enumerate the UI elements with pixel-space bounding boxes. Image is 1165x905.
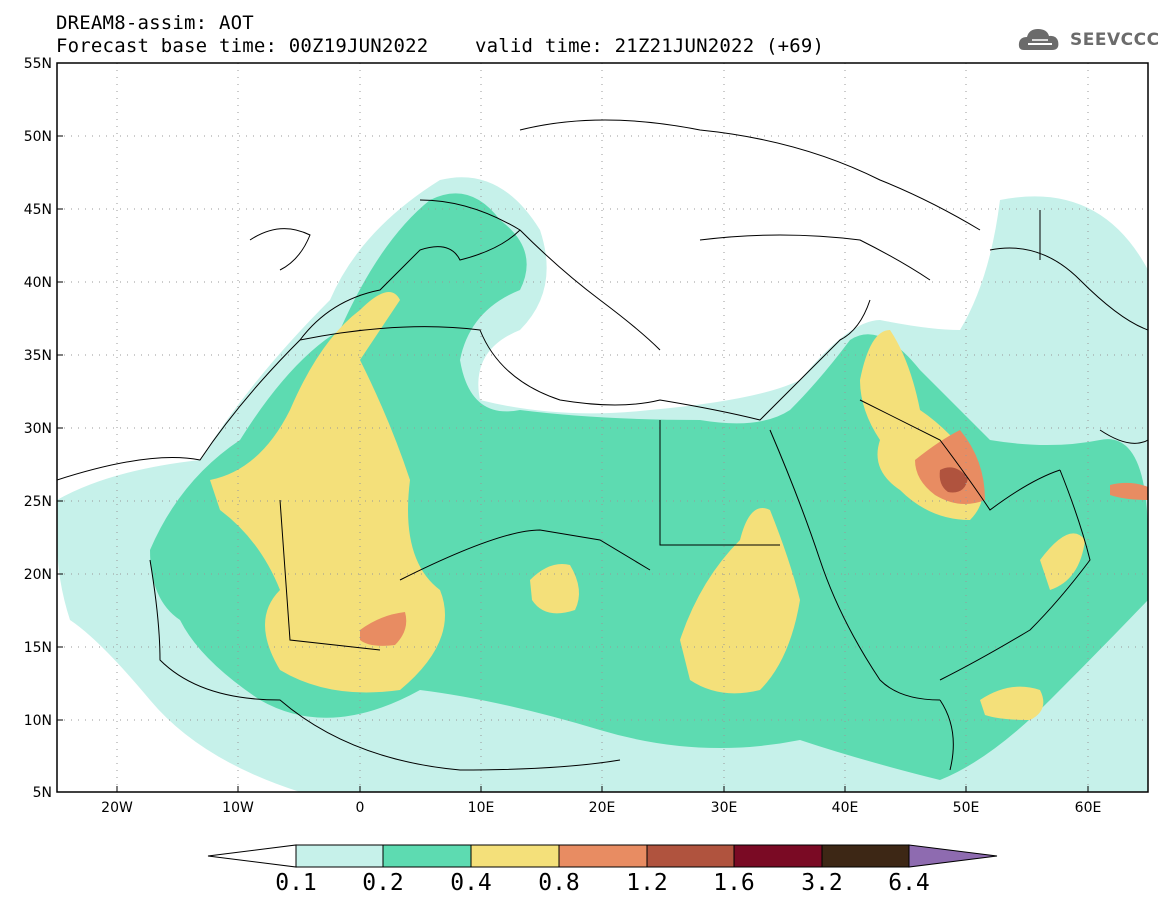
- tick-marks: [57, 62, 1089, 793]
- graticule: [57, 63, 1148, 792]
- colorbar-label: 0.2: [362, 870, 404, 896]
- colorbar-over-arrow: [908, 844, 998, 868]
- aot-shade-0.8: [915, 430, 985, 504]
- aot-shade-0.4: [980, 686, 1044, 720]
- lon-labels: 20W 10W 0 10E 20E 30E 40E 50E 60E: [101, 800, 1101, 816]
- colorbar: [207, 844, 998, 868]
- lon-label: 20E: [589, 800, 616, 816]
- colorbar-label: 1.2: [626, 870, 668, 896]
- colorbar-label: 0.1: [275, 870, 317, 896]
- lat-label: 45N: [24, 202, 52, 218]
- colorbar-under-arrow: [207, 844, 297, 868]
- colorbar-label: 1.6: [713, 870, 755, 896]
- colorbar-cell: [382, 844, 472, 868]
- lat-label: 25N: [24, 494, 52, 510]
- lat-label: 50N: [24, 129, 52, 145]
- colorbar-cell: [646, 844, 735, 868]
- lon-label: 10E: [468, 800, 495, 816]
- lat-labels: 55N 50N 45N 40N 35N 30N 25N 20N 15N 10N …: [24, 56, 52, 801]
- colorbar-label: 3.2: [801, 870, 843, 896]
- lat-label: 5N: [33, 785, 52, 801]
- lat-label: 20N: [24, 567, 52, 583]
- aot-shade-0.4: [530, 564, 579, 614]
- lon-label: 10W: [222, 800, 254, 816]
- aot-shade-1.2: [939, 467, 968, 493]
- lon-label: 50E: [953, 800, 980, 816]
- aot-shade-0.8: [1110, 482, 1148, 500]
- colorbar-cell: [295, 844, 384, 868]
- aot-shade-0.4: [210, 292, 445, 693]
- colorbar-cell: [733, 844, 823, 868]
- colorbar-cell: [470, 844, 560, 868]
- colorbar-label: 0.4: [450, 870, 492, 896]
- lat-label: 15N: [24, 640, 52, 656]
- lon-label: 30E: [711, 800, 738, 816]
- lat-label: 55N: [24, 56, 52, 72]
- lon-label: 0: [356, 800, 365, 816]
- colorbar-cell: [558, 844, 648, 868]
- colorbar-label: 0.8: [538, 870, 580, 896]
- lat-label: 10N: [24, 713, 52, 729]
- lon-label: 20W: [101, 800, 133, 816]
- lon-label: 60E: [1075, 800, 1102, 816]
- forecast-times: Forecast base time: 00Z19JUN2022 valid t…: [56, 35, 825, 57]
- lat-label: 30N: [24, 421, 52, 437]
- lat-label: 35N: [24, 348, 52, 364]
- aot-shade-0.8: [360, 612, 407, 646]
- aot-shade-0.4: [1040, 533, 1085, 590]
- coastlines: [57, 119, 1148, 771]
- map-title: DREAM8-assim: AOT: [56, 12, 254, 34]
- logo-text: SEEVCCC: [1070, 30, 1160, 50]
- lon-label: 40E: [832, 800, 859, 816]
- cloud-icon: [1018, 29, 1059, 50]
- aot-shade-0.4: [680, 508, 800, 694]
- colorbar-label: 6.4: [888, 870, 930, 896]
- colorbar-cell: [821, 844, 910, 868]
- lat-label: 40N: [24, 275, 52, 291]
